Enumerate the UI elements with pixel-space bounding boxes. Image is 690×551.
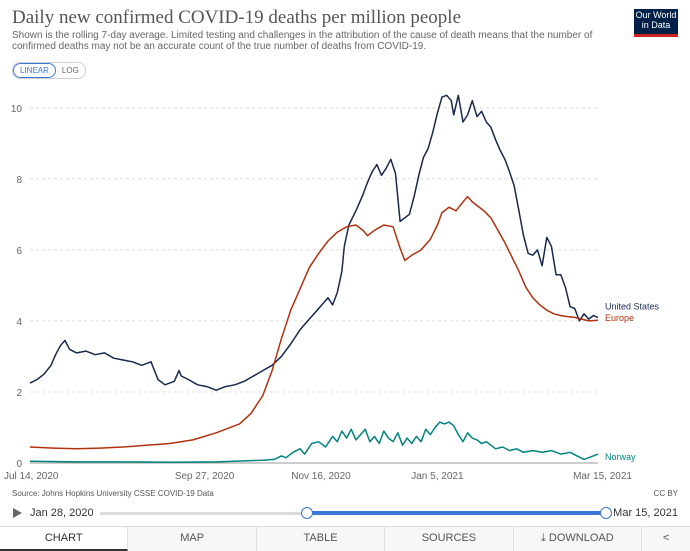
y-tick-label-2: 2 <box>16 388 22 399</box>
owid-logo[interactable]: Our World in Data <box>634 9 678 37</box>
tab-sources[interactable]: SOURCES <box>385 527 514 551</box>
share-icon: < <box>662 532 670 544</box>
series-label-united-states: United States <box>605 301 660 311</box>
x-tick-label-3: Jan 5, 2021 <box>411 471 464 482</box>
series-line-united-states <box>29 94 599 391</box>
scale-toggle: LINEAR LOG <box>12 62 86 79</box>
chart-title: Daily new confirmed COVID-19 deaths per … <box>12 7 462 28</box>
log-scale-button[interactable]: LOG <box>55 63 85 78</box>
timeline: Jan 28, 2020 Mar 15, 2021 <box>12 503 678 523</box>
download-icon: ⤓ <box>540 532 549 544</box>
tab-download-label: DOWNLOAD <box>548 532 614 544</box>
y-tick-label-8: 8 <box>16 175 22 186</box>
logo-line1: Our World <box>635 10 677 20</box>
y-tick-label-6: 6 <box>16 246 22 257</box>
x-tick-label-4: Mar 15, 2021 <box>573 471 632 482</box>
y-tick-label-0: 0 <box>16 459 22 470</box>
timeline-end-handle[interactable] <box>600 507 612 519</box>
tab-table[interactable]: TABLE <box>257 527 386 551</box>
tab-map[interactable]: MAP <box>128 527 257 551</box>
series-line-norway <box>29 421 599 464</box>
linear-scale-button[interactable]: LINEAR <box>13 63 56 78</box>
timeline-end-label: Mar 15, 2021 <box>613 507 678 519</box>
timeline-start-label: Jan 28, 2020 <box>30 507 94 519</box>
line-chart: 0 2 4 6 8 10 Jul 14, 2020 Sep 27, 2020 Nov 16, 2… <box>4 94 660 482</box>
y-tick-label-4: 4 <box>16 317 22 328</box>
series-line-europe <box>29 195 599 450</box>
chart-subtitle: Shown is the rolling 7-day average. Limi… <box>12 30 593 52</box>
series-label-norway: Norway <box>605 452 636 462</box>
tab-download[interactable]: ⤓ DOWNLOAD <box>514 527 643 551</box>
timeline-start-handle[interactable] <box>301 507 314 519</box>
x-tick-label-2: Nov 16, 2020 <box>291 471 351 482</box>
source-note[interactable]: Source: Johns Hopkins University CSSE CO… <box>12 489 214 498</box>
play-icon[interactable] <box>13 508 22 518</box>
x-tick-label-1: Sep 27, 2020 <box>175 471 235 482</box>
license-badge[interactable]: CC BY <box>653 489 678 498</box>
series-label-europe: Europe <box>605 313 634 323</box>
y-tick-label-10: 10 <box>11 104 23 115</box>
tab-chart[interactable]: CHART <box>0 527 129 551</box>
logo-line2: in Data <box>641 20 671 30</box>
x-tick-label-0: Jul 14, 2020 <box>4 471 59 482</box>
share-button[interactable]: < <box>642 527 690 551</box>
view-tabs: CHART MAP TABLE SOURCES ⤓ DOWNLOAD < <box>0 526 690 551</box>
timeline-selected-range <box>307 511 606 515</box>
